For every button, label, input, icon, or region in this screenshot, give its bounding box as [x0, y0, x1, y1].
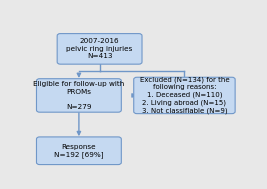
Text: Eligible for follow-up with
PROMs

N=279: Eligible for follow-up with PROMs N=279: [33, 81, 124, 110]
Text: Excluded (N=134) for the
following reasons:
1. Deceased (N=110)
2. Living abroad: Excluded (N=134) for the following reaso…: [140, 76, 229, 115]
Text: 2007-2016
pelvic ring injuries
N=413: 2007-2016 pelvic ring injuries N=413: [66, 38, 133, 59]
FancyBboxPatch shape: [37, 137, 121, 165]
FancyBboxPatch shape: [37, 79, 121, 112]
FancyBboxPatch shape: [134, 77, 235, 114]
Text: Response
N=192 [69%]: Response N=192 [69%]: [54, 144, 104, 158]
FancyBboxPatch shape: [57, 34, 142, 64]
